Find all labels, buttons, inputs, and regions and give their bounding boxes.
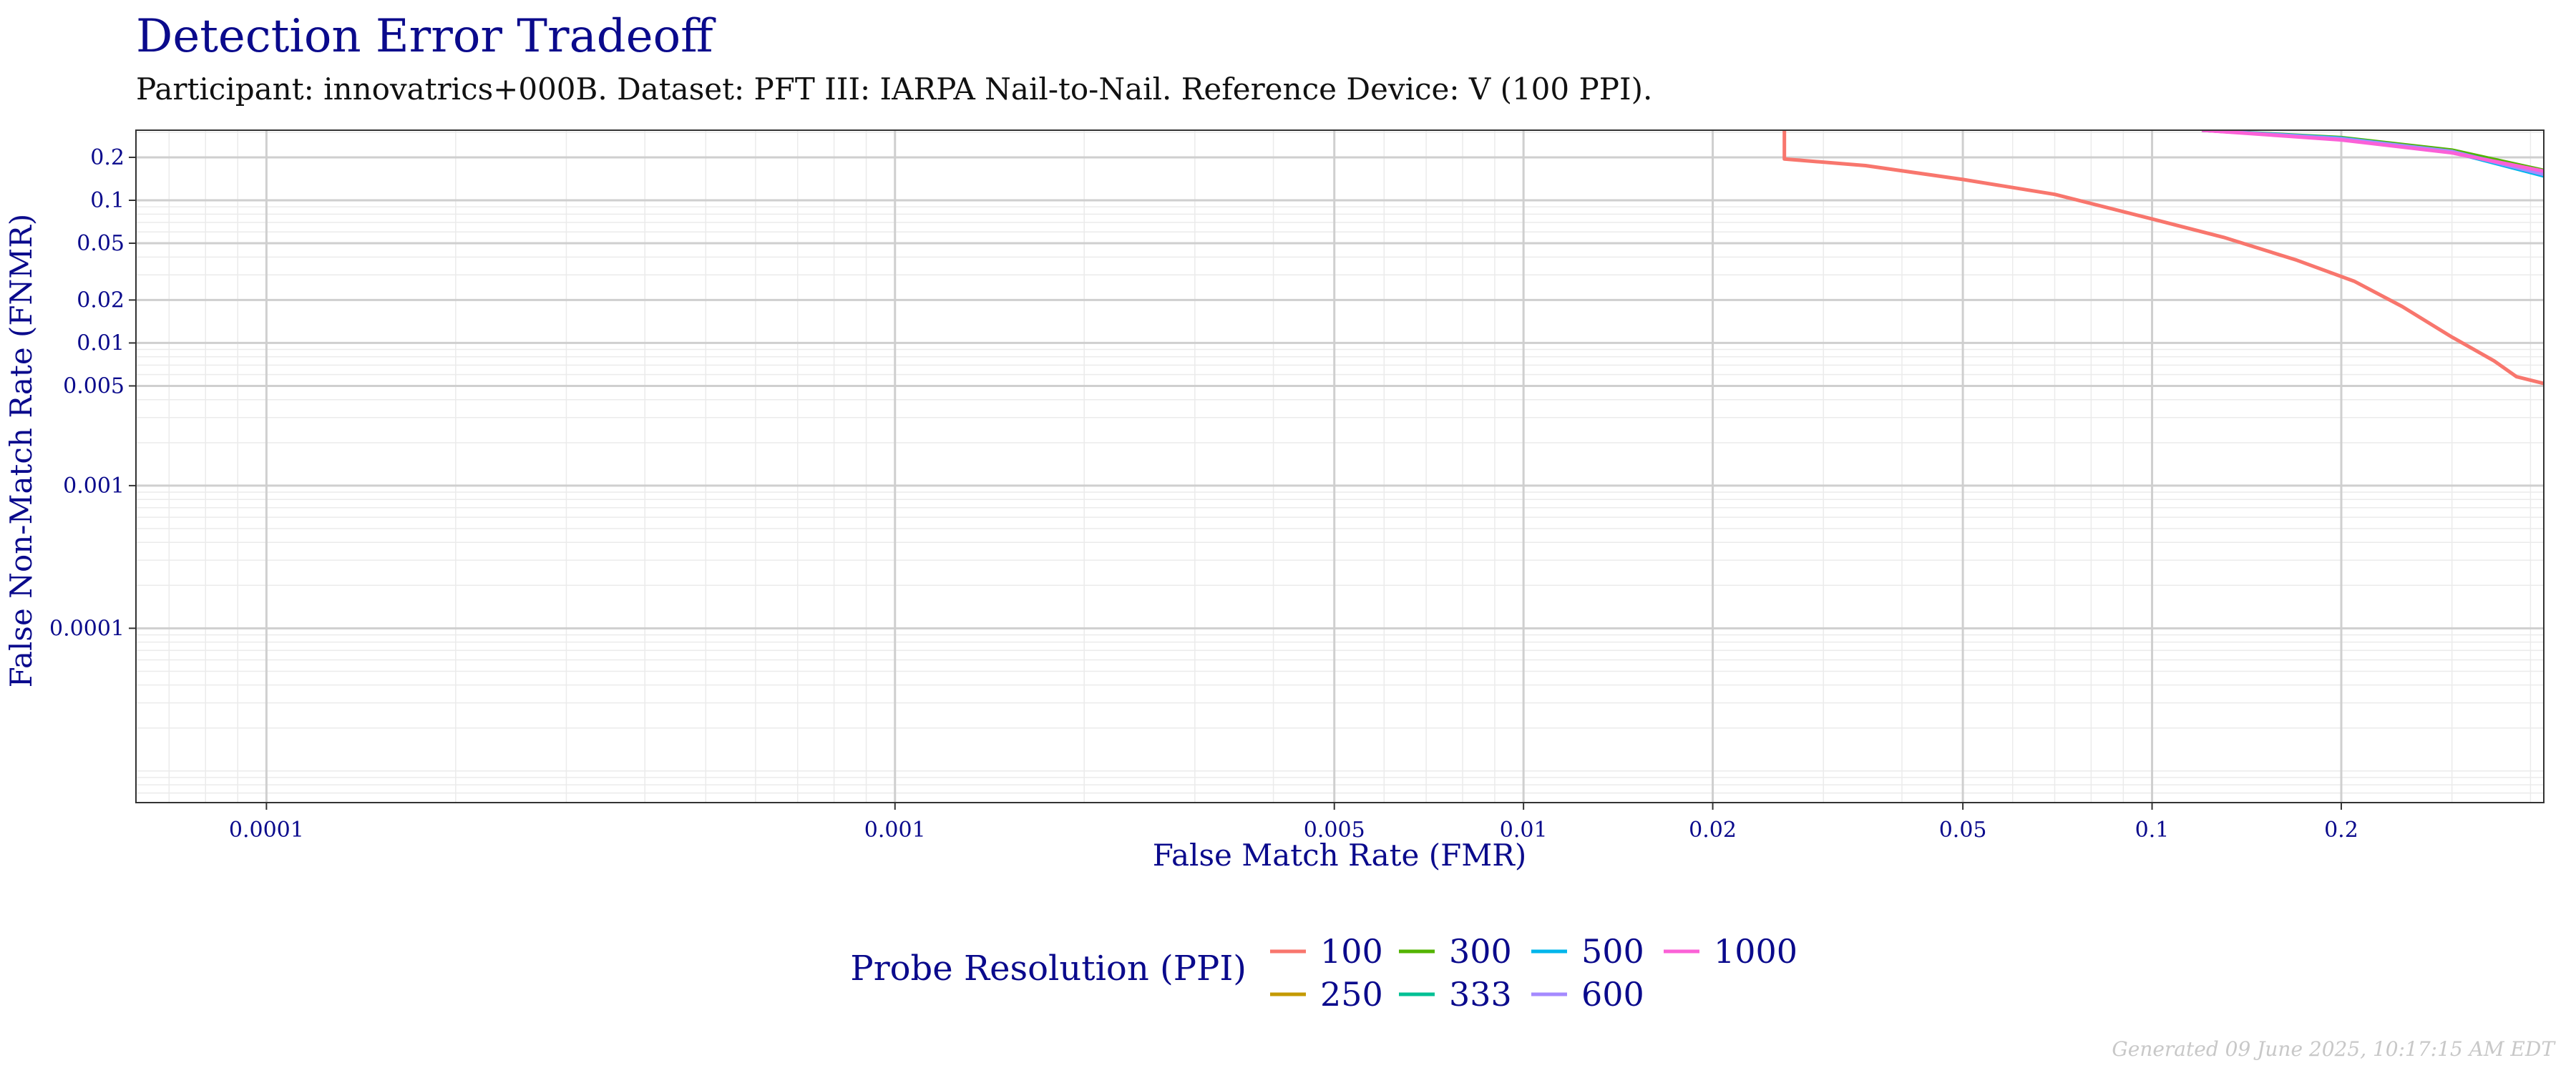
chart-subtitle: Participant: innovatrics+000B. Dataset: … [136,72,1653,107]
y-axis-label: False Non-Match Rate (FNMR) [4,214,39,688]
series-line-1000 [2201,130,2544,173]
y-tick-label: 0.02 [77,288,125,313]
series-line-250 [2201,130,2544,174]
legend: Probe Resolution (PPI) 100 250 300 333 500 60… [850,932,1797,1014]
x-tick-label: 0.001 [864,818,926,843]
legend-label-600: 600 [1581,975,1644,1014]
minor-gridlines [136,130,2544,803]
plot-panel-border [135,129,2545,803]
x-tick-label: 0.0001 [229,818,304,843]
chart-title: Detection Error Tradeoff [136,10,713,63]
x-tick-label: 0.02 [1689,818,1737,843]
y-tick-label: 0.05 [77,231,125,256]
legend-title: Probe Resolution (PPI) [850,949,1246,989]
series-line-500 [2201,130,2544,178]
legend-label-500: 500 [1581,932,1644,971]
legend-label-100: 100 [1320,932,1383,971]
x-tick-label: 0.2 [2324,818,2358,843]
x-axis-label: False Match Rate (FMR) [1153,838,1527,873]
y-tick-label: 0.005 [63,373,125,398]
legend-label-300: 300 [1449,932,1512,971]
x-tick-label: 0.01 [1500,818,1548,843]
legend-label-1000: 1000 [1714,932,1797,971]
x-tick-label: 0.05 [1939,818,1987,843]
y-tick-label: 0.0001 [49,616,125,641]
series-line-600 [2201,130,2544,177]
x-tick-label: 0.005 [1304,818,1365,843]
major-gridlines [136,130,2544,803]
x-tick-label: 0.1 [2135,818,2170,843]
legend-label-250: 250 [1320,975,1383,1014]
y-tick-label: 0.2 [90,145,125,170]
series-lines [1782,130,2544,386]
y-tick-label: 0.01 [77,330,125,356]
y-tick-label: 0.1 [90,188,125,213]
x-axis-ticks: 0.0001 0.001 0.005 0.01 0.02 0.05 0.1 0.2 [229,803,2358,843]
series-line-333 [2201,130,2544,175]
y-tick-label: 0.001 [63,474,125,499]
series-line-100 [1782,130,2544,386]
legend-label-333: 333 [1449,975,1512,1014]
generated-timestamp: Generated 09 June 2025, 10:17:15 AM EDT [2112,1037,2555,1061]
y-axis-ticks: 0.2 0.1 0.05 0.02 0.01 0.005 0.001 0.0001 [49,145,136,641]
